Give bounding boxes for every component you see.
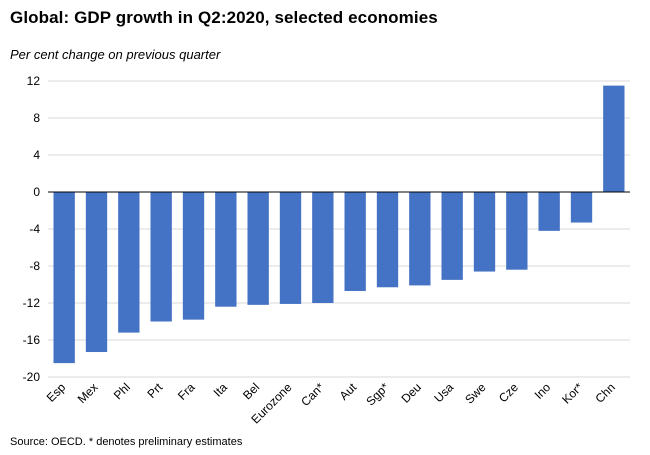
y-tick-label: 12	[27, 74, 41, 88]
bar-ita	[215, 192, 237, 307]
x-tick-label: Cze	[496, 380, 521, 405]
y-tick-label: -8	[29, 259, 40, 273]
x-tick-label: Bel	[240, 380, 262, 402]
bar-cze	[506, 192, 528, 270]
x-tick-label: Deu	[398, 380, 423, 405]
y-tick-label: -4	[29, 222, 40, 236]
x-tick-label: Fra	[175, 380, 198, 403]
bar-can	[312, 192, 334, 303]
bar-chn	[603, 85, 625, 192]
x-tick-label: Sgp*	[363, 380, 392, 409]
x-tick-label: Can*	[298, 380, 327, 409]
chart-title: Global: GDP growth in Q2:2020, selected …	[10, 8, 438, 27]
x-tick-label: Aut	[337, 380, 360, 403]
y-tick-label: 8	[33, 111, 40, 125]
y-axis-ticks: 12 8 4 0 -4 -8 -12 -16 -20	[23, 74, 41, 384]
bar-ino	[538, 192, 560, 231]
y-tick-label: -16	[23, 333, 41, 347]
bar-phl	[118, 192, 140, 333]
bar-prt	[150, 192, 172, 322]
x-tick-label: Esp	[44, 380, 69, 405]
x-tick-label: Ino	[532, 380, 554, 402]
x-tick-label: Prt	[145, 380, 166, 401]
bars	[53, 85, 625, 364]
bar-mex	[85, 192, 108, 353]
x-tick-label: Phl	[111, 380, 133, 402]
bar-usa	[441, 192, 463, 280]
x-tick-label: Mex	[75, 380, 101, 406]
y-tick-label: 0	[33, 185, 40, 199]
x-tick-label: Usa	[431, 380, 456, 405]
x-tick-label: Kor*	[559, 380, 586, 407]
bar-sgp	[376, 192, 399, 288]
x-tick-label: Chn	[592, 380, 617, 405]
gridlines	[48, 80, 630, 378]
chart-source-note: Source: OECD. * denotes preliminary esti…	[10, 436, 243, 448]
bar-swe	[473, 192, 496, 272]
y-tick-label: -20	[23, 370, 41, 384]
bar-esp	[53, 192, 75, 364]
bar-aut	[344, 192, 366, 291]
y-tick-label: -12	[23, 296, 41, 310]
chart-subtitle: Per cent change on previous quarter	[10, 47, 221, 62]
bar-bel	[247, 192, 269, 305]
x-tick-label: Swe	[462, 380, 489, 407]
y-tick-label: 4	[33, 148, 40, 162]
bar-eurozone	[279, 192, 302, 304]
x-tick-label: Ita	[211, 380, 231, 400]
bar-kor	[570, 192, 593, 223]
bar-fra	[182, 192, 205, 320]
bar-deu	[409, 192, 431, 286]
